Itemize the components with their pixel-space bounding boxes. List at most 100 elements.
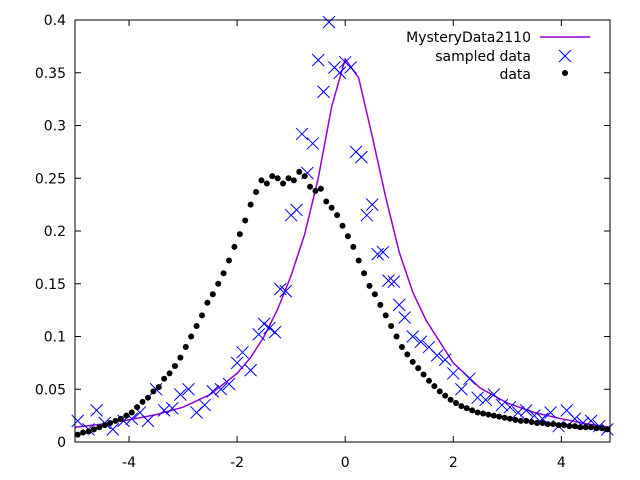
dot-point: [155, 384, 162, 391]
x-tick-label: -4: [122, 455, 136, 471]
dot-point: [334, 212, 341, 219]
cross-point: [90, 403, 103, 417]
x-tick-label: 0: [341, 455, 350, 471]
dot-point: [566, 423, 573, 430]
x-tick-label: 2: [449, 455, 458, 471]
dot-point: [577, 424, 584, 431]
x-tick-label: 4: [557, 455, 566, 471]
dot-point: [528, 418, 535, 425]
dot-point: [177, 354, 184, 361]
dot-point: [171, 363, 178, 370]
cross-point: [406, 330, 420, 343]
dot-point: [328, 204, 335, 211]
cross-point: [290, 203, 303, 217]
cross-point: [157, 403, 171, 417]
dot-point: [398, 344, 405, 351]
dot-point: [447, 396, 454, 403]
legend-label-mysterydata2110: MysteryData2110: [406, 30, 531, 46]
cross-point: [455, 382, 468, 396]
dot-point: [139, 398, 146, 405]
y-tick-label: 0.4: [44, 13, 66, 29]
cross-point: [244, 363, 257, 377]
dot-point: [431, 383, 438, 390]
cross-point: [165, 401, 179, 415]
dot-point: [253, 188, 260, 195]
dot-point: [388, 322, 395, 329]
dot-point: [555, 422, 562, 429]
cross-point: [511, 406, 525, 419]
y-tick-label: 0.2: [44, 224, 66, 240]
cross-point: [279, 284, 293, 298]
dot-point: [480, 410, 487, 417]
dot-point: [307, 183, 314, 190]
cross-point: [257, 317, 271, 331]
dot-point: [588, 424, 595, 431]
dot-point: [571, 423, 578, 430]
dot-point: [209, 291, 216, 298]
dot-point: [215, 280, 222, 287]
dot-point: [134, 404, 141, 411]
cross-point: [263, 321, 276, 335]
dot-point: [485, 411, 492, 418]
dot-point: [393, 333, 400, 340]
dot-point: [258, 177, 265, 184]
cross-point: [174, 388, 187, 401]
dot-point: [512, 416, 519, 423]
cross-point: [414, 335, 428, 349]
legend-label-data: data: [499, 67, 531, 83]
cross-point: [295, 127, 309, 141]
cross-point: [190, 406, 203, 419]
dot-point: [463, 405, 470, 412]
dot-point: [166, 370, 173, 377]
legend-swatch-data: [562, 70, 568, 76]
dot-point: [242, 217, 249, 224]
cross-point: [382, 274, 395, 287]
legend-swatch-sampled-data: [558, 49, 572, 63]
series-line-mysterydata2110: [74, 57, 611, 428]
dot-point: [469, 407, 476, 414]
dot-point: [193, 322, 200, 329]
dot-point: [593, 425, 600, 432]
dot-point: [409, 358, 416, 365]
dot-point: [317, 185, 324, 192]
dot-point: [474, 409, 481, 416]
y-tick-label: 0.35: [35, 66, 66, 82]
dot-point: [231, 243, 238, 250]
cross-point: [487, 388, 501, 401]
dot-point: [301, 173, 308, 180]
dot-point: [604, 426, 611, 433]
y-tick-label: 0.3: [44, 119, 66, 135]
y-tick-label: 0.1: [44, 330, 66, 346]
cross-point: [322, 15, 336, 29]
dot-point: [204, 299, 211, 306]
dot-point: [544, 421, 551, 428]
series-sampled-data: [71, 15, 614, 436]
cross-point: [206, 385, 220, 398]
dot-point: [490, 412, 497, 419]
series-data: [74, 168, 611, 438]
dot-point: [323, 198, 330, 205]
cross-point: [430, 349, 444, 362]
dot-point: [144, 394, 151, 401]
cross-point: [519, 403, 533, 417]
dot-point: [425, 377, 432, 384]
cross-point: [182, 382, 195, 396]
dot-point: [182, 344, 189, 351]
dot-point: [517, 417, 524, 424]
y-tick-label: 0.05: [35, 382, 66, 398]
dot-point: [539, 420, 546, 427]
dot-point: [220, 270, 227, 277]
dot-point: [415, 365, 422, 372]
dot-point: [74, 431, 81, 438]
dot-point: [361, 270, 368, 277]
dot-point: [285, 175, 292, 182]
legend-label-sampled-data: sampled data: [435, 49, 531, 65]
dot-point: [128, 409, 135, 416]
dot-point: [452, 399, 459, 406]
cross-point: [387, 275, 401, 288]
dot-point: [355, 257, 362, 264]
dot-point: [420, 371, 427, 378]
dot-point: [507, 415, 514, 422]
dot-point: [107, 420, 114, 427]
cross-point: [317, 85, 330, 99]
